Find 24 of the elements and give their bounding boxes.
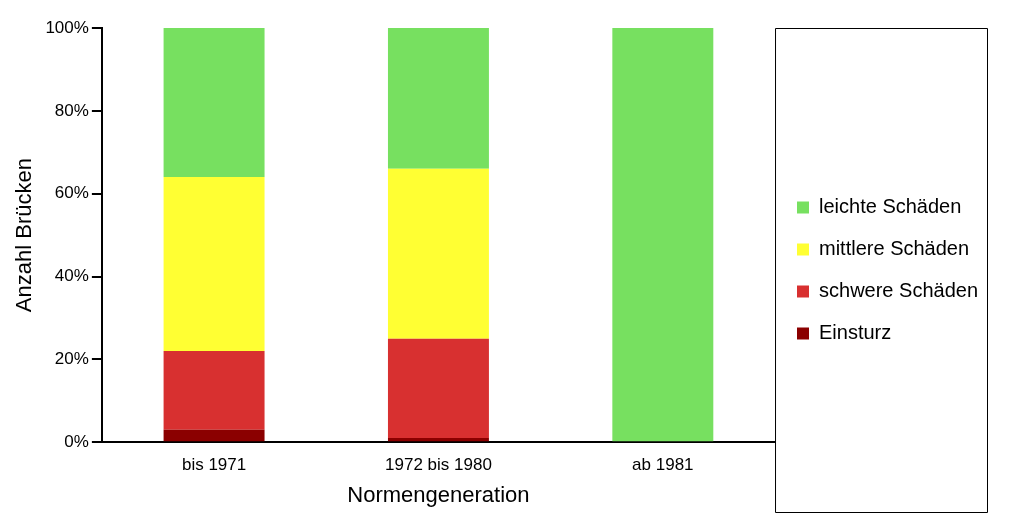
x-tick-label: ab 1981	[632, 455, 694, 475]
bar	[612, 28, 714, 442]
legend-label: leichte Schäden	[819, 195, 962, 218]
y-tick-label: 60%	[54, 183, 89, 203]
legend-label: Einsturz	[819, 321, 892, 344]
bar	[163, 177, 265, 352]
bar	[163, 429, 265, 442]
bar	[387, 338, 489, 439]
y-tick-label: 0%	[64, 431, 89, 451]
legend-label: schwere Schäden	[819, 279, 978, 302]
y-tick-label: 80%	[54, 100, 89, 120]
x-tick-label: 1972 bis 1980	[385, 455, 492, 475]
y-tick-label: 20%	[54, 349, 89, 369]
x-tick-label: bis 1971	[181, 455, 247, 475]
bar	[387, 28, 489, 169]
bar	[163, 351, 265, 430]
bar	[387, 438, 489, 442]
y-axis-title: Anzahl Brücken	[11, 158, 37, 313]
x-axis-title: Normengeneration	[347, 481, 530, 507]
y-tick-label: 40%	[54, 266, 89, 286]
y-tick-label: 100%	[45, 17, 89, 37]
bar	[387, 168, 489, 339]
bar	[163, 28, 265, 178]
legend-label: mittlere Schäden	[819, 237, 970, 260]
